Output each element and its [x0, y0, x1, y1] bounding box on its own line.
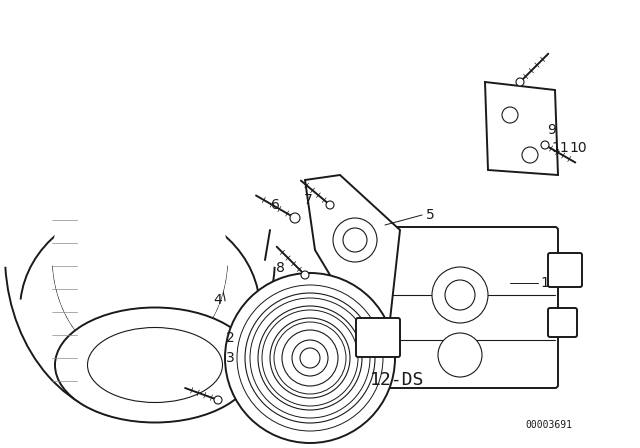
Text: 4: 4: [214, 293, 222, 307]
Circle shape: [522, 147, 538, 163]
FancyBboxPatch shape: [387, 227, 558, 388]
Circle shape: [292, 340, 328, 376]
Circle shape: [432, 267, 488, 323]
Text: 6: 6: [271, 198, 280, 212]
Text: 1: 1: [541, 276, 549, 290]
Circle shape: [326, 201, 334, 209]
Text: 9: 9: [548, 123, 556, 137]
FancyBboxPatch shape: [548, 253, 582, 287]
Ellipse shape: [52, 151, 227, 366]
Circle shape: [214, 396, 222, 404]
Circle shape: [301, 271, 309, 279]
Circle shape: [225, 273, 395, 443]
Circle shape: [258, 306, 362, 410]
Circle shape: [445, 280, 475, 310]
Polygon shape: [305, 175, 400, 325]
Text: 11: 11: [551, 141, 569, 155]
Text: 7: 7: [303, 193, 312, 207]
Text: 12-DS: 12-DS: [370, 371, 424, 389]
Circle shape: [290, 213, 300, 223]
Polygon shape: [485, 82, 558, 175]
FancyBboxPatch shape: [356, 318, 400, 357]
Text: 10: 10: [569, 141, 587, 155]
Circle shape: [343, 228, 367, 252]
Circle shape: [270, 318, 350, 398]
Circle shape: [502, 107, 518, 123]
Text: 3: 3: [226, 351, 234, 365]
Circle shape: [300, 348, 320, 368]
Text: 00003691: 00003691: [525, 420, 572, 430]
Text: 2: 2: [226, 331, 234, 345]
Circle shape: [245, 293, 375, 423]
Circle shape: [282, 330, 338, 386]
Circle shape: [333, 218, 377, 262]
Circle shape: [516, 78, 524, 86]
Circle shape: [438, 333, 482, 377]
FancyBboxPatch shape: [548, 308, 577, 337]
Text: 8: 8: [276, 261, 284, 275]
Text: 5: 5: [426, 208, 435, 222]
Ellipse shape: [55, 307, 255, 422]
Ellipse shape: [88, 327, 223, 402]
Circle shape: [541, 141, 549, 149]
